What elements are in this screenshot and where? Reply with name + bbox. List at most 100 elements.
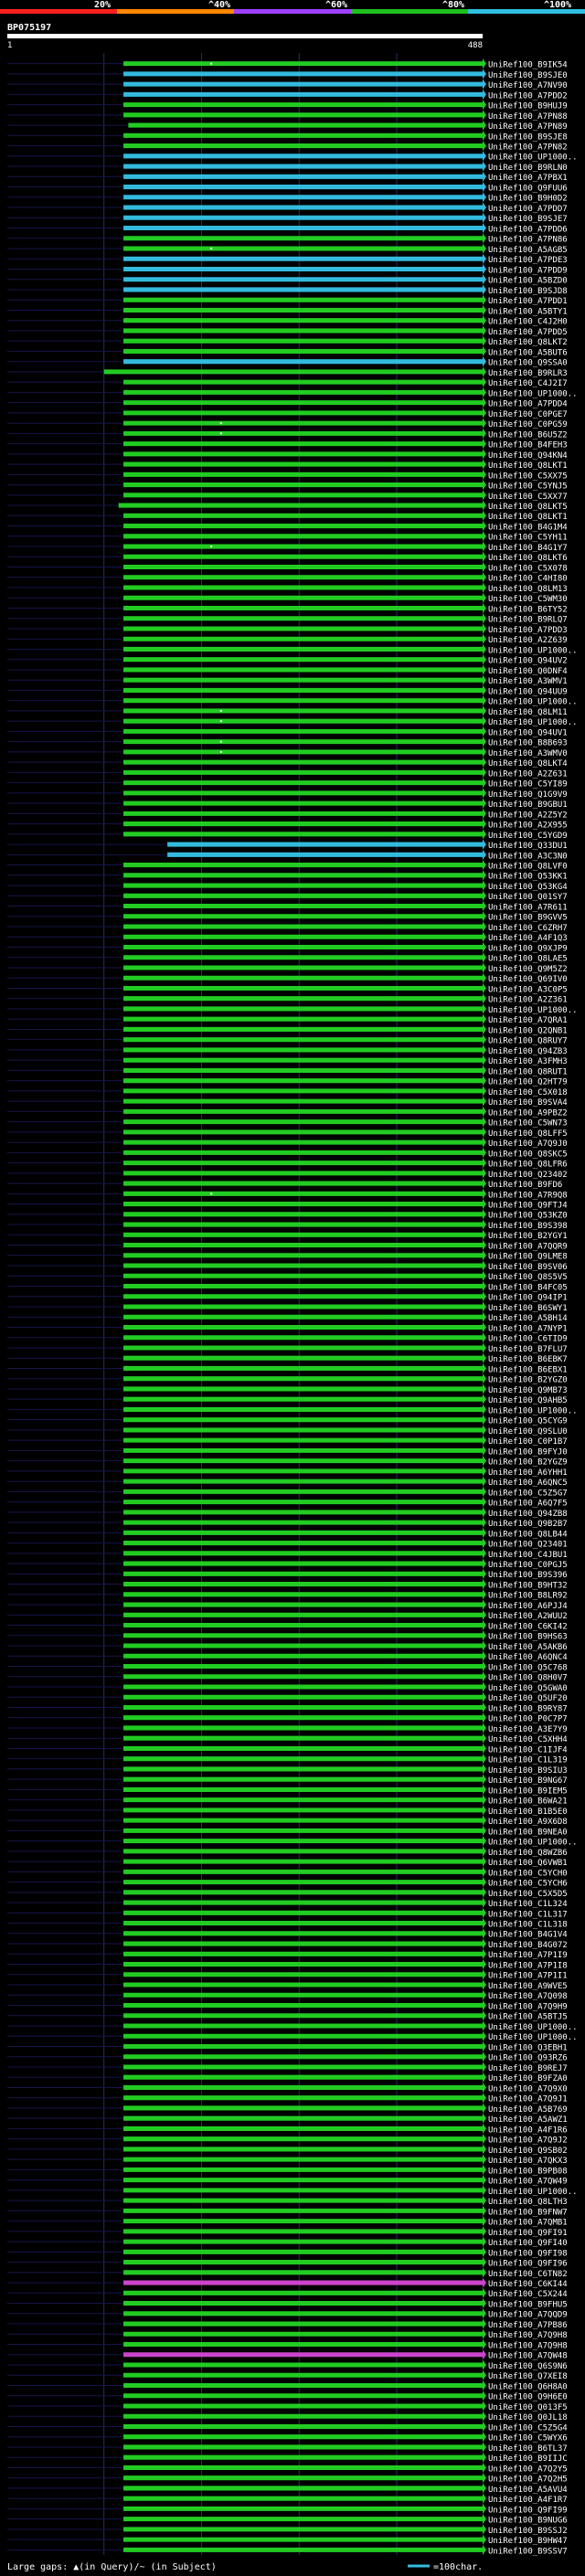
hit-row[interactable]: UniRef100_Q94UV1 xyxy=(7,726,568,738)
hit-row[interactable]: UniRef100_A7QW48 xyxy=(7,2349,568,2361)
hit-row[interactable]: UniRef100_A2WUU2 xyxy=(7,1609,568,1622)
hit-label[interactable]: UniRef100_Q6S9N6 xyxy=(488,2362,568,2371)
hit-label[interactable]: UniRef100_Q94KN4 xyxy=(488,451,568,461)
hit-label[interactable]: UniRef100_A6YHH1 xyxy=(488,1468,568,1478)
hit-row[interactable]: UniRef100_Q8H0V7 xyxy=(7,1671,568,1683)
hit-label[interactable]: UniRef100_B9IIJC xyxy=(488,2454,568,2464)
hit-row[interactable]: UniRef100_A7Q9J0 xyxy=(7,1137,568,1149)
hit-label[interactable]: UniRef100_A9X6D8 xyxy=(488,1818,568,1827)
hit-row[interactable]: UniRef100_UP1000.. xyxy=(7,2030,578,2043)
hit-label[interactable]: UniRef100_C6TID9 xyxy=(488,1335,568,1344)
hit-label[interactable]: UniRef100_A6QNC4 xyxy=(488,1653,568,1662)
hit-row[interactable]: UniRef100_A7QW49 xyxy=(7,2175,568,2187)
hit-label[interactable]: UniRef100_Q8S5V5 xyxy=(488,1273,568,1282)
hit-row[interactable]: UniRef100_B9NEA0 xyxy=(7,1825,568,1838)
hit-label[interactable]: UniRef100_B6EBK7 xyxy=(488,1355,568,1364)
hit-label[interactable]: UniRef100_UP1000.. xyxy=(488,2023,578,2032)
hit-label[interactable]: UniRef100_C5Z5G4 xyxy=(488,2423,568,2433)
hit-label[interactable]: UniRef100_Q2QNB1 xyxy=(488,1026,568,1035)
hit-row[interactable]: UniRef100_A7QQR9 xyxy=(7,1239,568,1252)
hit-label[interactable]: UniRef100_B9FZA0 xyxy=(488,2074,568,2083)
hit-label[interactable]: UniRef100_A5AWZ1 xyxy=(488,2115,568,2125)
hit-row[interactable]: UniRef100_B9NUG6 xyxy=(7,2514,568,2526)
hit-row[interactable]: UniRef100_A6QNC5 xyxy=(7,1476,568,1489)
hit-label[interactable]: UniRef100_B9RLN0 xyxy=(488,164,568,173)
hit-label[interactable]: UniRef100_A7Q9J0 xyxy=(488,1140,568,1149)
hit-label[interactable]: UniRef100_A3C0P5 xyxy=(488,985,568,994)
hit-label[interactable]: UniRef100_A7PDD5 xyxy=(488,328,568,337)
hit-label[interactable]: UniRef100_A2Z631 xyxy=(488,769,568,779)
hit-label[interactable]: UniRef100_C6ZRH7 xyxy=(488,924,568,933)
hit-row[interactable]: UniRef100_B9S396 xyxy=(7,1568,568,1581)
hit-label[interactable]: UniRef100_B9S398 xyxy=(488,1222,568,1231)
hit-row[interactable]: UniRef100_Q9XJP9 xyxy=(7,941,568,954)
hit-label[interactable]: UniRef100_A2Z5Y2 xyxy=(488,811,568,820)
hit-label[interactable]: UniRef100_B9RY87 xyxy=(488,1704,568,1713)
hit-label[interactable]: UniRef100_Q0JL18 xyxy=(488,2413,568,2422)
hit-row[interactable]: UniRef100_Q23401 xyxy=(7,1537,568,1550)
hit-label[interactable]: UniRef100_C5X018 xyxy=(488,1088,568,1097)
hit-row[interactable]: UniRef100_Q8LAE5 xyxy=(7,952,568,964)
hit-row[interactable]: UniRef100_B4G1V4 xyxy=(7,1928,568,1940)
hit-label[interactable]: UniRef100_C4J2H0 xyxy=(488,318,568,327)
hit-label[interactable]: UniRef100_Q69IV0 xyxy=(488,975,568,984)
hit-row[interactable]: UniRef100_B9RLN0 xyxy=(7,161,568,173)
hit-label[interactable]: UniRef100_UP1000.. xyxy=(488,2033,578,2042)
hit-label[interactable]: UniRef100_UP1000.. xyxy=(488,1006,578,1015)
hit-label[interactable]: UniRef100_A7Q9J1 xyxy=(488,2095,568,2104)
hit-label[interactable]: UniRef100_A9PBZ2 xyxy=(488,1108,568,1118)
hit-label[interactable]: UniRef100_A7PN86 xyxy=(488,236,568,245)
hit-label[interactable]: UniRef100_A6PJJ4 xyxy=(488,1602,568,1611)
hit-label[interactable]: UniRef100_B9SSJ2 xyxy=(488,2527,568,2536)
hit-row[interactable]: UniRef100_Q01SY7 xyxy=(7,890,568,903)
hit-label[interactable]: UniRef100_Q94ZB3 xyxy=(488,1047,568,1056)
hit-row[interactable]: UniRef100_B9SSV7 xyxy=(7,2544,568,2557)
hit-label[interactable]: UniRef100_Q8LKT6 xyxy=(488,554,568,563)
hit-label[interactable]: UniRef100_B1B5E0 xyxy=(488,1807,568,1817)
hit-label[interactable]: UniRef100_A7NV90 xyxy=(488,81,568,90)
hit-label[interactable]: UniRef100_C1L317 xyxy=(488,1910,568,1919)
hit-row[interactable]: UniRef100_UP1000.. xyxy=(7,1404,578,1416)
hit-row[interactable]: UniRef100_A7R9Q8 xyxy=(7,1188,568,1201)
hit-label[interactable]: UniRef100_B2YGZ0 xyxy=(488,1376,568,1385)
hit-row[interactable]: UniRef100_B2YGZ0 xyxy=(7,1373,568,1385)
hit-row[interactable]: UniRef100_A4F1Q3 xyxy=(7,931,568,944)
hit-row[interactable]: UniRef100_C5XHH4 xyxy=(7,1733,568,1745)
hit-label[interactable]: UniRef100_A2Z361 xyxy=(488,996,568,1005)
hit-row[interactable]: UniRef100_B4G1M4 xyxy=(7,520,568,533)
hit-row[interactable]: UniRef100_A7PDD9 xyxy=(7,263,568,276)
hit-label[interactable]: UniRef100_Q8LKT5 xyxy=(488,503,568,512)
hit-row[interactable]: UniRef100_A7Q9X0 xyxy=(7,2082,568,2094)
hit-label[interactable]: UniRef100_A6Q7F5 xyxy=(488,1500,568,1509)
hit-label[interactable]: UniRef100_B6WA21 xyxy=(488,1797,568,1807)
hit-label[interactable]: UniRef100_Q0DNF4 xyxy=(488,667,568,676)
hit-label[interactable]: UniRef100_Q9FUU6 xyxy=(488,184,568,193)
hit-row[interactable]: UniRef100_Q9H6E0 xyxy=(7,2390,568,2402)
hit-row[interactable]: UniRef100_UP1000.. xyxy=(7,387,578,399)
hit-row[interactable]: UniRef100_A5BTY1 xyxy=(7,304,568,317)
hit-label[interactable]: UniRef100_B9IEM5 xyxy=(488,1786,568,1796)
hit-row[interactable]: UniRef100_UP1000.. xyxy=(7,643,578,656)
hit-label[interactable]: UniRef100_B9GBU1 xyxy=(488,800,568,810)
hit-row[interactable]: UniRef100_Q69IV0 xyxy=(7,972,568,985)
hit-row[interactable]: UniRef100_A7PDD7 xyxy=(7,202,568,214)
hit-label[interactable]: UniRef100_B9FHU5 xyxy=(488,2300,568,2309)
hit-row[interactable]: UniRef100_Q8S5V5 xyxy=(7,1270,568,1283)
hit-label[interactable]: UniRef100_C4J2I7 xyxy=(488,379,568,388)
hit-row[interactable]: UniRef100_C5YCH0 xyxy=(7,1866,568,1879)
hit-label[interactable]: UniRef100_A7NYP1 xyxy=(488,1324,568,1333)
hit-row[interactable]: UniRef100_Q5C768 xyxy=(7,1660,568,1673)
hit-row[interactable]: UniRef100_Q9FI91 xyxy=(7,2226,568,2238)
hit-row[interactable]: UniRef100_Q33DU1 xyxy=(7,839,568,851)
hit-row[interactable]: UniRef100_B9SJD8 xyxy=(7,284,568,296)
hit-row[interactable]: UniRef100_B9SV06 xyxy=(7,1260,568,1272)
hit-row[interactable]: UniRef100_C5X078 xyxy=(7,561,568,574)
hit-row[interactable]: UniRef100_A5B769 xyxy=(7,2103,568,2115)
hit-label[interactable]: UniRef100_Q33DU1 xyxy=(488,842,568,851)
hit-label[interactable]: UniRef100_C5WYX6 xyxy=(488,2434,568,2443)
hit-label[interactable]: UniRef100_C1IJF4 xyxy=(488,1745,568,1754)
hit-label[interactable]: UniRef100_C5Z5G7 xyxy=(488,1489,568,1498)
hit-row[interactable]: UniRef100_Q8LKT1 xyxy=(7,510,568,523)
hit-label[interactable]: UniRef100_B9SSV7 xyxy=(488,2547,568,2556)
hit-label[interactable]: UniRef100_Q2HT79 xyxy=(488,1078,568,1087)
